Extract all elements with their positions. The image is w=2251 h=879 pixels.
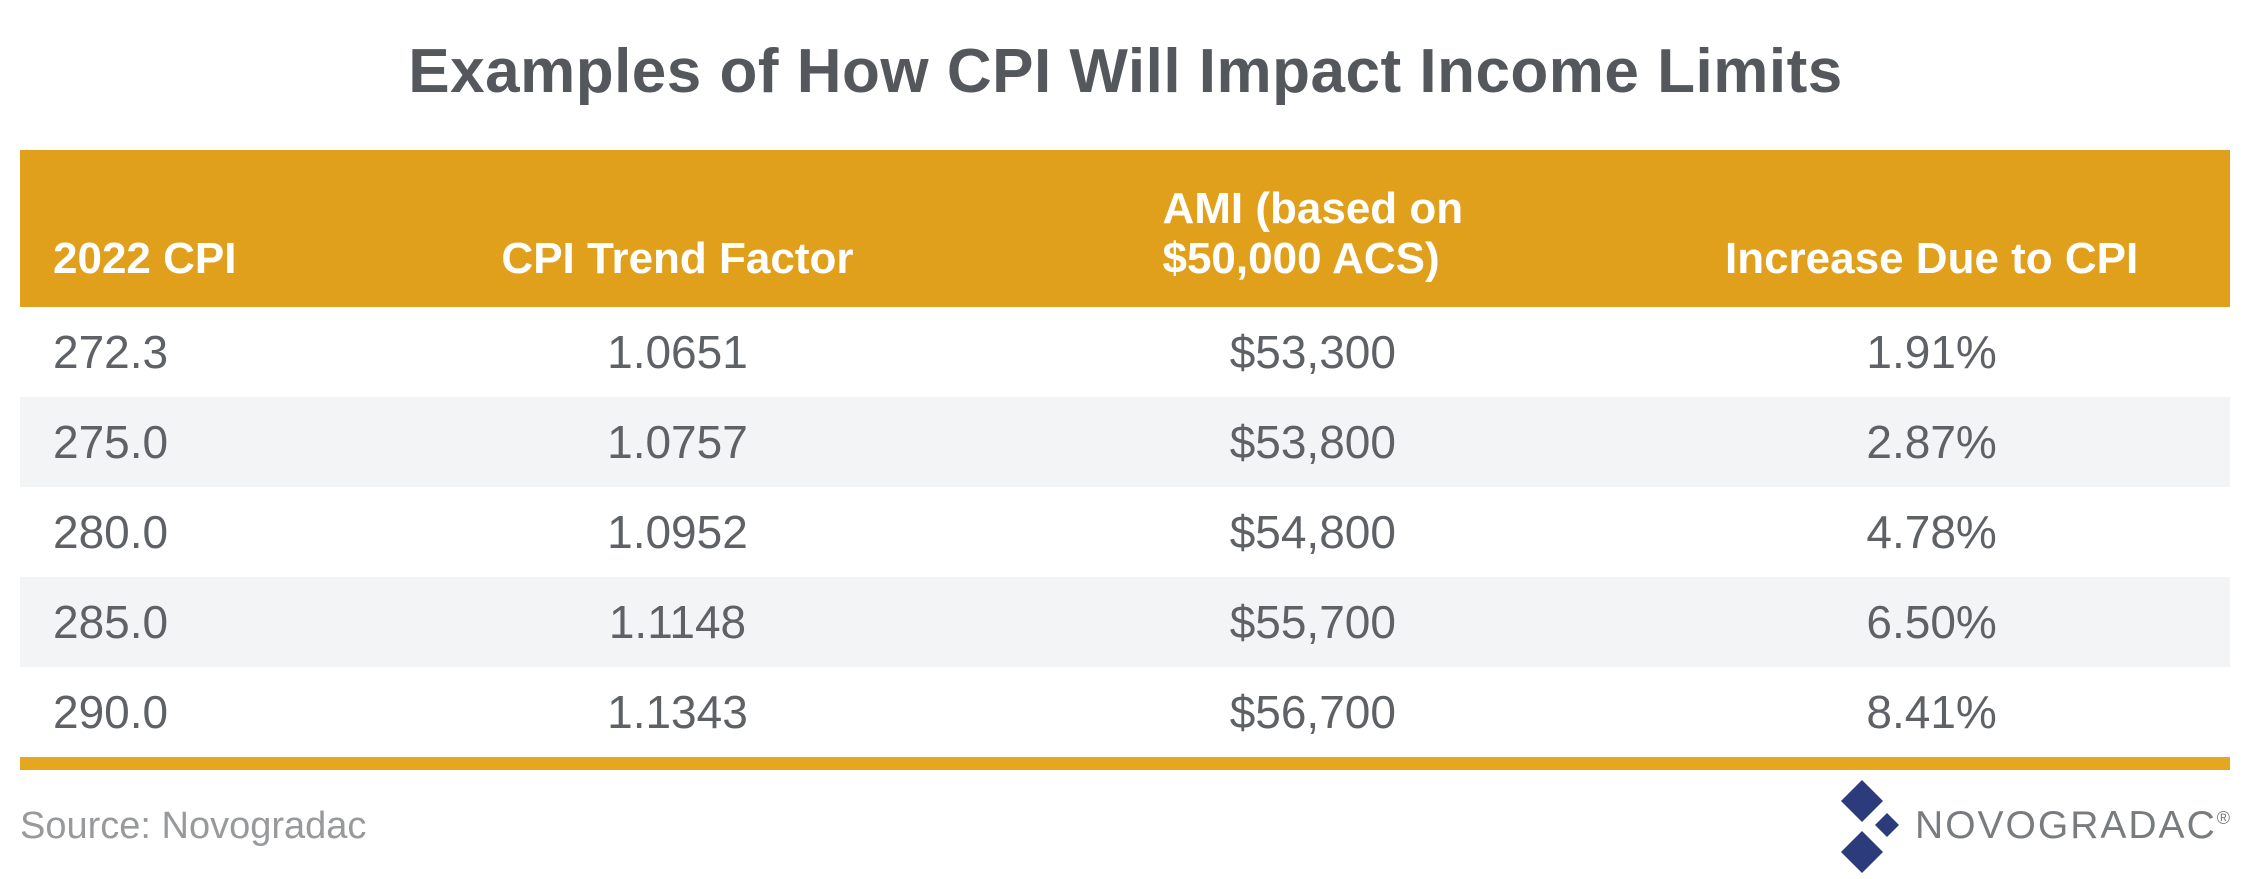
logo-wordmark: NOVOGRADAC®: [1915, 804, 2230, 848]
diamond-cluster-icon: [1841, 779, 1900, 873]
table-cell-increase: 8.41%: [1866, 686, 1997, 738]
table-cell-trend-factor: 1.0952: [607, 506, 748, 558]
table-cell-increase: 6.50%: [1866, 596, 1997, 648]
table-row: 272.3 1.0651 $53,300 1.91%: [20, 307, 2230, 397]
footer: Source: Novogradac NOVOGRADAC®: [20, 779, 2230, 873]
header-cell-ami-label: AMI (based on $50,000 ACS): [1162, 184, 1464, 283]
table-cell-cpi: 280.0: [53, 506, 169, 558]
income-limits-table: 2022 CPI CPI Trend Factor AMI (based on …: [20, 150, 2230, 770]
table-cell-increase: 1.91%: [1866, 326, 1997, 378]
table-cell-ami: $53,800: [1229, 416, 1396, 468]
table-cell-cpi: 290.0: [53, 686, 169, 738]
table-cell-trend-factor: 1.0757: [607, 416, 748, 468]
table-row: 275.0 1.0757 $53,800 2.87%: [20, 397, 2230, 487]
table-cell-ami: $56,700: [1229, 686, 1396, 738]
table-row: 290.0 1.1343 $56,700 8.41%: [20, 667, 2230, 757]
novogradac-logo: NOVOGRADAC®: [1841, 779, 2230, 873]
table-cell-cpi: 272.3: [53, 326, 169, 378]
table-cell-trend-factor: 1.1343: [607, 686, 748, 738]
bottom-accent-bar: [20, 757, 2230, 770]
table-cell-cpi: 275.0: [53, 416, 169, 468]
table-cell-increase: 4.78%: [1866, 506, 1997, 558]
registered-trademark-symbol: ®: [2216, 808, 2230, 828]
table-row: 285.0 1.1148 $55,700 6.50%: [20, 577, 2230, 667]
header-cell-increase-due-to-cpi: Increase Due to CPI: [1724, 233, 2139, 283]
table-header-row: 2022 CPI CPI Trend Factor AMI (based on …: [20, 150, 2230, 307]
table-cell-ami: $54,800: [1229, 506, 1396, 558]
table-cell-cpi: 285.0: [53, 596, 169, 648]
page-title: Examples of How CPI Will Impact Income L…: [408, 37, 1843, 106]
table-cell-trend-factor: 1.1148: [608, 596, 747, 648]
table-row: 280.0 1.0952 $54,800 4.78%: [20, 487, 2230, 577]
source-caption: Source: Novogradac: [20, 804, 367, 847]
table-cell-increase: 2.87%: [1866, 416, 1997, 468]
table-cell-ami: $53,300: [1229, 326, 1396, 378]
table-cell-trend-factor: 1.0651: [607, 326, 748, 378]
logo-wordmark-text: NOVOGRADAC: [1915, 804, 2217, 847]
header-cell-cpi-trend-factor: CPI Trend Factor: [501, 233, 854, 283]
table-cell-ami: $55,700: [1229, 596, 1396, 648]
header-cell-ami: AMI (based on $50,000 ACS): [992, 184, 1633, 307]
header-cell-2022-cpi: 2022 CPI: [53, 233, 237, 283]
